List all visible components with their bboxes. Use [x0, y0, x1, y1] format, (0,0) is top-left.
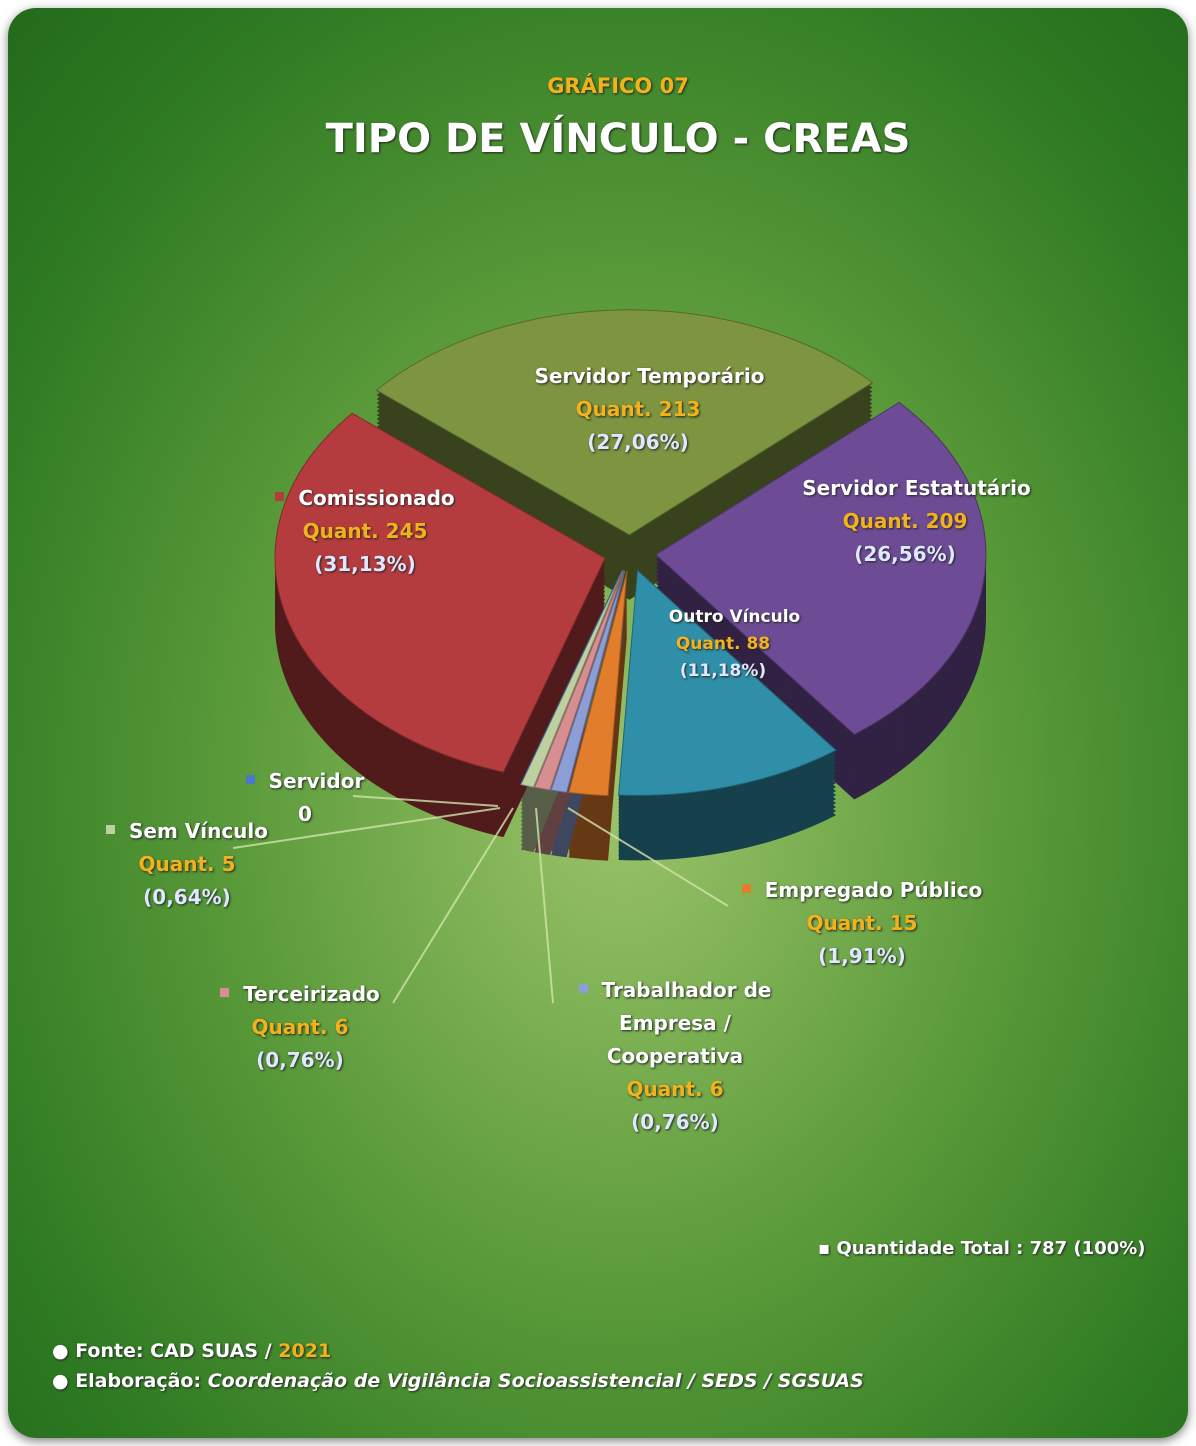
category-label: Terceirizado [243, 982, 380, 1006]
category-label: Trabalhador de Empresa / Cooperativa [601, 978, 772, 1068]
chart-title: TIPO DE VÍNCULO - CREAS [325, 116, 911, 162]
leader-line [567, 807, 729, 907]
slice [550, 570, 626, 793]
legend-swatch [105, 825, 115, 834]
legend-swatch [245, 775, 255, 784]
card: GRÁFICO 07 TIPO DE VÍNCULO - CREAS ▪ Qua… [8, 8, 1188, 1438]
percent-label: (26,56%) [854, 542, 956, 566]
value-label: Quant. 213 [575, 397, 701, 421]
label-name: Outro Vínculo [603, 604, 843, 631]
leader-line [352, 795, 499, 807]
legend-swatch [741, 884, 751, 893]
source-year: 2021 [278, 1340, 332, 1362]
leader-line [535, 807, 554, 1004]
category-label: Outro Vínculo [668, 607, 801, 627]
slice [519, 570, 623, 785]
label-name: Sem Vínculo [57, 815, 317, 848]
legend-swatch [220, 988, 230, 997]
label-name: Comissionado [215, 482, 515, 515]
legend-swatch [511, 370, 521, 379]
slice [655, 401, 987, 736]
label-name: Empregado Público [712, 874, 1012, 907]
header: GRÁFICO 07 [547, 74, 689, 98]
data-label: Outro Vínculo Quant. 88 (11,18%) [603, 604, 843, 685]
legend-swatch [645, 609, 655, 618]
category-label: Servidor [268, 769, 365, 793]
slice [618, 569, 837, 796]
percent-label: (0,76%) [256, 1048, 344, 1072]
value-label: Quant. 6 [626, 1077, 724, 1101]
leader-line [392, 807, 514, 1004]
data-label: Sem Vínculo Quant. 5 (0,64%) [57, 815, 317, 914]
percent-label: (31,13%) [314, 552, 416, 576]
data-label: Empregado Público Quant. 15 (1,91%) [712, 874, 1012, 973]
label-name: Terceirizado [170, 978, 430, 1011]
value-label: Quant. 88 [675, 634, 771, 654]
label-name: Trabalhador de Empresa / Cooperativa [560, 974, 790, 1073]
data-label: Comissionado Quant. 245 (31,13%) [215, 482, 515, 581]
source-label: ● Fonte: CAD SUAS / [52, 1340, 272, 1362]
chart [232, 309, 987, 1004]
data-label: Trabalhador de Empresa / Cooperativa Quan… [560, 974, 790, 1139]
percent-label: (11,18%) [679, 661, 767, 681]
legend-swatch [275, 492, 285, 501]
data-label: Servidor Estatutário Quant. 209 (26,56%) [755, 472, 1055, 571]
data-label: Servidor 0 [205, 765, 405, 831]
legend-swatch [578, 984, 588, 993]
percent-label: (0,76%) [631, 1110, 719, 1134]
value-label: Quant. 6 [251, 1015, 349, 1039]
category-label: Sem Vínculo [128, 819, 269, 843]
value-label: Quant. 209 [842, 509, 968, 533]
category-label: Servidor Estatutário [802, 476, 1031, 500]
label-name: Servidor Estatutário [755, 472, 1055, 505]
percent-label: (0,64%) [143, 885, 231, 909]
value-label: Quant. 15 [806, 911, 918, 935]
percent-label: (27,06%) [587, 430, 689, 454]
label-name: Servidor [205, 765, 405, 798]
source: ● Fonte: CAD SUAS / 2021 [52, 1340, 331, 1362]
slice [533, 570, 625, 791]
percent-label: (1,91%) [818, 944, 906, 968]
slice [375, 309, 874, 536]
slice [568, 570, 628, 797]
value-label: Quant. 245 [302, 519, 428, 543]
category-label: Servidor Temporário [534, 364, 765, 388]
data-label: Terceirizado Quant. 6 (0,76%) [170, 978, 430, 1077]
value-label: 0 [298, 802, 312, 826]
category-label: Empregado Público [764, 878, 983, 902]
value-label: Quant. 5 [138, 852, 236, 876]
leader-line [232, 807, 501, 849]
credit: ● Elaboração: Coordenação de Vigilância … [52, 1370, 864, 1392]
category-label: Comissionado [298, 486, 455, 510]
total-note: ▪ Quantidade Total : 787 (100%) [818, 1238, 1146, 1259]
slice [274, 412, 606, 773]
label-name: Servidor Temporário [488, 360, 788, 393]
credit-text: Coordenação de Vigilância Socioassistenc… [207, 1370, 864, 1392]
legend-swatch [779, 482, 789, 491]
slices [274, 309, 987, 797]
data-label: Servidor Temporário Quant. 213 (27,06%) [488, 360, 788, 459]
credit-label: ● Elaboração: [52, 1370, 202, 1392]
